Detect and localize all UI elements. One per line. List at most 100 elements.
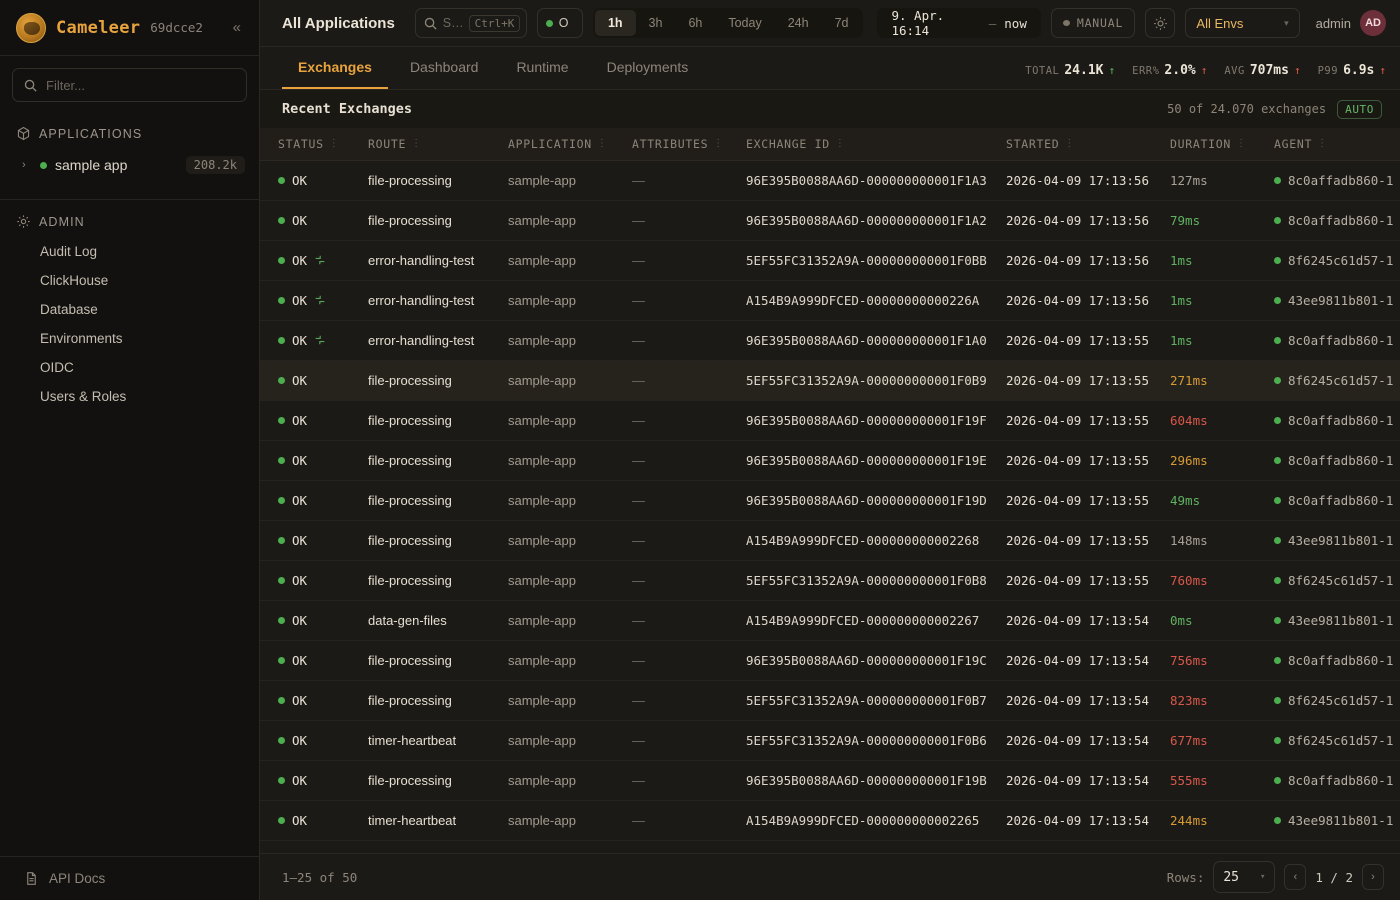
range-button-3h[interactable]: 3h [648,16,663,30]
previous-page-button[interactable]: ‹ [1284,864,1307,890]
table-row[interactable]: OK data-gen-files sample-app — A154B9A999DFC… [260,600,1400,641]
admin-group-header: ADMIN [0,199,259,237]
cell-agent: 43ee9811b801-1 [1266,600,1400,641]
cell-started: 2026-04-09 17:13:54 [998,640,1162,681]
cell-exchange-id: 96E395B0088AA6D-000000000001F1A3 [738,160,998,201]
sidebar-item-audit-log[interactable]: Audit Log [40,244,98,259]
cell-duration: 756ms [1162,640,1266,681]
cell-agent: 8c0affadb860-1 [1266,480,1400,521]
filter-input[interactable] [46,77,236,93]
sort-icon: ⋮ [411,138,422,150]
cell-attributes: — [624,400,738,441]
cell-attributes: — [624,800,738,841]
tab-deployments[interactable]: Deployments [606,59,689,75]
sidebar-item-clickhouse[interactable]: ClickHouse [40,273,109,288]
theme-toggle-button[interactable] [1145,8,1176,38]
tab-dashboard[interactable]: Dashboard [409,59,479,75]
global-search-input[interactable]: S… Ctrl+K [414,8,527,38]
cell-started: 2026-04-09 17:13:54 [998,680,1162,721]
api-docs-label: API Docs [49,871,106,886]
connection-status-badge[interactable]: O [536,8,583,38]
sidebar-item-database[interactable]: Database [40,302,98,317]
cell-attributes: — [624,200,738,241]
status-dot-icon [278,496,285,504]
table-row[interactable]: OK timer-heartbeat sample-app —5EF55FC31352… [260,720,1400,761]
auto-refresh-badge[interactable]: AUTO [1337,99,1382,119]
refresh-mode-button[interactable]: MANUAL [1050,8,1136,38]
sidebar-item-users-roles[interactable]: Users & Roles [40,389,127,404]
status-label: OK [292,652,308,668]
environment-select[interactable]: All Envs ▾ [1185,8,1300,38]
sidebar-item-oidc[interactable]: OIDC [40,360,74,375]
column-header-agent[interactable]: AGENT ⋮ [1266,128,1400,161]
status-label: OK [292,452,308,468]
table-row[interactable]: OK file-processing sample-app —96E395B0088A… [260,160,1400,201]
range-button-1h[interactable]: 1h [594,10,636,36]
sidebar-item-sample-app[interactable]: › sample app 208.2k [0,149,259,181]
user-menu[interactable]: admin AD [1316,10,1387,36]
table-row[interactable]: OK file-processing sample-app —96E395B0088A… [260,440,1400,481]
metric-err-trend-icon: ↑ [1200,64,1208,77]
cell-application: sample-app [500,200,624,241]
table-row[interactable]: OK timer-heartbeat sample-app — A154B9A999DF… [260,800,1400,841]
table-row[interactable]: OK error-handling-test sample-app — A154B9A9… [260,280,1400,321]
range-button-today[interactable]: Today [728,16,762,30]
tab-exchanges[interactable]: Exchanges [282,47,388,89]
rows-per-page-select[interactable]: 25 ▾ [1213,861,1276,893]
table-row[interactable]: OK file-processing sample-app —5EF55FC31352… [260,680,1400,721]
cell-exchange-id: 96E395B0088AA6D-000000000001F19E [738,440,998,481]
cell-agent: 43ee9811b801-1 [1266,800,1400,841]
table-row[interactable]: OK file-processing sample-app —96E395B0088A… [260,480,1400,521]
search-placeholder: S… [442,16,464,30]
column-header-exchange-id[interactable]: EXCHANGE ID ⋮ [738,128,998,161]
table-row[interactable]: OK file-processing sample-app —5EF55FC31352… [260,560,1400,601]
sidebar-collapse-icon[interactable]: « [232,19,241,36]
range-button-6h[interactable]: 6h [688,16,703,30]
tab-runtime[interactable]: Runtime [516,59,569,75]
cell-duration: 604ms [1162,400,1266,441]
app-status-dot [40,161,47,169]
filter-box[interactable] [12,68,247,102]
column-header-attributes[interactable]: ATTRIBUTES ⋮ [624,128,738,161]
table-row[interactable]: OK file-processing sample-app —96E395B0088A… [260,640,1400,681]
table-row[interactable]: OK file-processing sample-app — A154B9A999DF… [260,520,1400,561]
cell-route: file-processing [360,160,500,201]
cell-started: 2026-04-09 17:13:55 [998,320,1162,361]
range-button-7d[interactable]: 7d [834,16,849,30]
range-button-24h[interactable]: 24h [787,16,809,30]
status-label: OK [292,612,308,628]
page-indicator: 1 / 2 [1315,869,1353,885]
cell-application: sample-app [500,680,624,721]
agent-status-dot-icon [1274,536,1281,544]
panel-header-right: 50 of 24.070 exchanges AUTO [1167,99,1382,119]
sun-icon [1153,16,1168,31]
gear-icon [16,214,31,229]
metric-err-value: 2.0% [1164,63,1196,78]
retry-icon [314,294,326,306]
column-header-route[interactable]: ROUTE ⋮ [360,128,500,161]
chevron-down-icon: ▾ [1259,872,1266,882]
column-header-started[interactable]: STARTED ⋮ [998,128,1162,161]
status-dot-icon [278,776,285,784]
next-page-button[interactable]: › [1362,864,1384,890]
table-row[interactable]: OK error-handling-test sample-app —96E395B0… [260,320,1400,361]
topbar: All Applications S… Ctrl+K O 1h 3h 6h To… [260,0,1400,47]
sidebar-item-environments[interactable]: Environments [40,331,123,346]
table-body: OK file-processing sample-app —96E395B0088A… [260,160,1400,841]
table-row[interactable]: OK error-handling-test sample-app —5EF55FC3… [260,240,1400,281]
status-label: OK [292,212,308,228]
agent-label: 8c0affadb860-1 [1288,452,1394,468]
table-row[interactable]: OK file-processing sample-app —96E395B0088A… [260,200,1400,241]
chevron-right-icon[interactable]: › [22,159,26,171]
sidebar-item-api-docs[interactable]: API Docs [0,856,259,900]
cell-application: sample-app [500,320,624,361]
table-row[interactable]: OK file-processing sample-app —96E395B0088A… [260,760,1400,801]
column-header-status[interactable]: STATUS ⋮ [260,128,360,161]
column-header-application[interactable]: APPLICATION ⋮ [500,128,624,161]
table-row[interactable]: OK file-processing sample-app —5EF55FC31352… [260,360,1400,401]
cell-status: OK [260,320,360,361]
column-header-duration[interactable]: DURATION ⋮ [1162,128,1266,161]
table-row[interactable]: OK file-processing sample-app —96E395B0088A… [260,400,1400,441]
time-range-field[interactable]: 9. Apr. 16:14 – now [877,8,1041,38]
exchanges-table: STATUS ⋮ ROUTE ⋮ APPLICATION ⋮ ATTRIBUTES ⋮ … [260,128,1400,841]
